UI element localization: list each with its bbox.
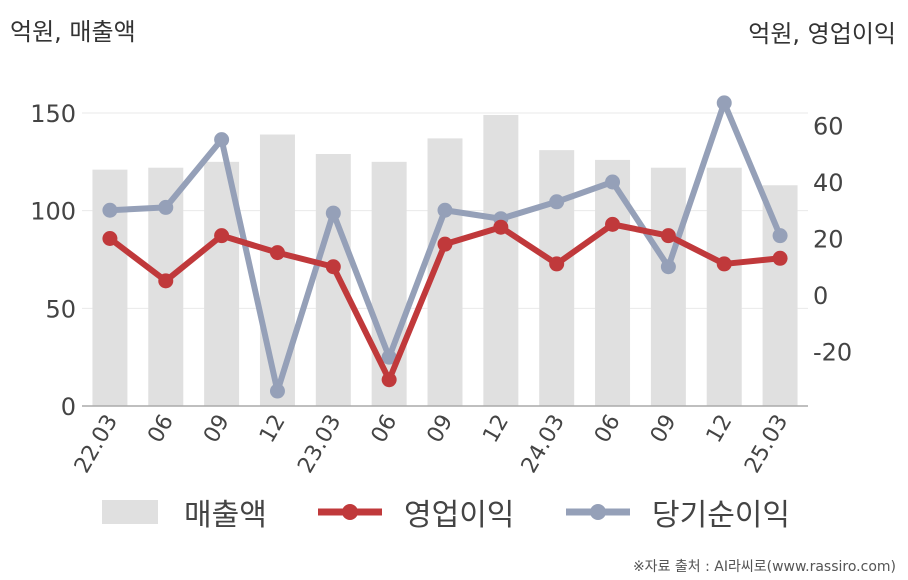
legend-line-swatch-net bbox=[566, 504, 630, 520]
net-income-point bbox=[325, 205, 341, 221]
legend-item-net-income: 당기순이익 bbox=[566, 490, 790, 534]
net-income-point bbox=[716, 95, 732, 111]
x-tick-label: 23.03 bbox=[293, 411, 346, 478]
source-note: ※자료 출처 : AI라씨로(www.rassiro.com) bbox=[632, 559, 896, 575]
bar-sales bbox=[315, 154, 351, 406]
x-tick-label: 12 bbox=[702, 411, 738, 448]
legend-item-op-income: 영업이익 bbox=[318, 490, 514, 534]
op-income-point bbox=[269, 245, 285, 261]
right-axis-unit-label: 억원, 영업이익 bbox=[748, 20, 896, 48]
bar-sales bbox=[650, 167, 686, 406]
x-tick-label: 24.03 bbox=[517, 411, 570, 478]
legend-label-net-income: 당기순이익 bbox=[652, 498, 790, 533]
bar-sales bbox=[706, 167, 742, 406]
x-tick-label: 06 bbox=[143, 411, 179, 448]
y-left-tick-label: 50 bbox=[45, 295, 76, 323]
legend-label-sales: 매출액 bbox=[184, 498, 267, 533]
legend-label-op-income: 영업이익 bbox=[404, 498, 515, 533]
bar-sales bbox=[762, 185, 798, 406]
op-income-point bbox=[325, 259, 341, 275]
left-axis-unit-label: 억원, 매출액 bbox=[10, 18, 136, 46]
op-income-point bbox=[437, 236, 453, 252]
x-tick-label: 12 bbox=[478, 411, 514, 448]
legend-bar-swatch bbox=[102, 500, 158, 524]
bar-sales bbox=[259, 134, 295, 406]
x-tick-label: 06 bbox=[367, 411, 403, 448]
legend-line-swatch-op bbox=[318, 504, 382, 520]
op-income-point bbox=[772, 250, 788, 266]
x-tick-label: 09 bbox=[646, 411, 682, 448]
op-income-point bbox=[158, 273, 174, 289]
op-income-point bbox=[605, 216, 621, 232]
net-income-point bbox=[102, 202, 118, 218]
x-tick-label: 09 bbox=[199, 411, 235, 448]
net-income-point bbox=[772, 228, 788, 244]
net-income-point bbox=[437, 202, 453, 218]
net-income-point bbox=[381, 349, 397, 365]
y-left-tick-label: 150 bbox=[30, 100, 76, 128]
y-right-tick-label: 40 bbox=[813, 169, 844, 197]
op-income-point bbox=[716, 256, 732, 272]
op-income-point bbox=[102, 231, 118, 246]
x-tick-label: 22.03 bbox=[70, 411, 123, 478]
op-income-point bbox=[549, 256, 565, 272]
y-right-tick-label: 60 bbox=[813, 113, 844, 141]
y-right-tick-label: 0 bbox=[813, 282, 828, 310]
net-income-point bbox=[214, 132, 230, 148]
legend-item-sales: 매출액 bbox=[102, 490, 267, 534]
x-tick-label: 25.03 bbox=[740, 411, 793, 478]
y-right-tick-label: 20 bbox=[813, 226, 844, 254]
x-tick-label: 12 bbox=[255, 411, 291, 448]
net-income-point bbox=[269, 383, 285, 399]
net-income-point bbox=[605, 174, 621, 190]
net-income-point bbox=[660, 259, 676, 275]
bar-sales bbox=[371, 161, 407, 406]
net-income-point bbox=[549, 194, 565, 210]
y-left-tick-label: 100 bbox=[30, 198, 76, 226]
op-income-point bbox=[493, 219, 509, 235]
x-tick-label: 09 bbox=[423, 411, 459, 448]
y-right-tick-label: -20 bbox=[813, 339, 852, 367]
op-income-point bbox=[660, 228, 676, 244]
bar-sales bbox=[539, 150, 575, 406]
y-left-tick-label: 0 bbox=[61, 393, 76, 421]
x-tick-label: 06 bbox=[590, 411, 626, 448]
op-income-point bbox=[214, 228, 230, 244]
net-income-point bbox=[158, 199, 174, 215]
op-income-point bbox=[381, 372, 397, 388]
bar-sales bbox=[483, 114, 519, 406]
